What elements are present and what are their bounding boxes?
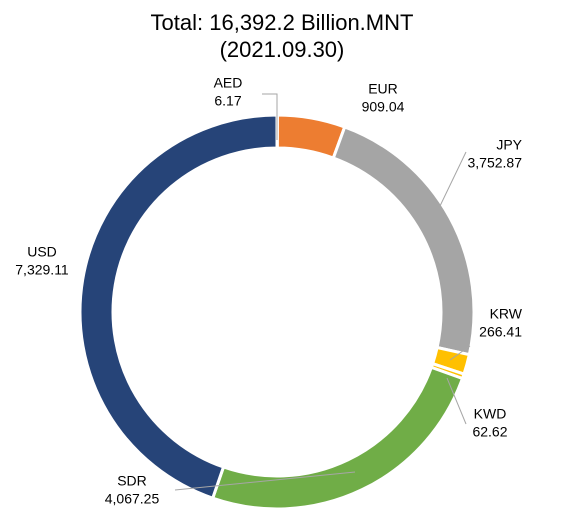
chart-title: Total: 16,392.2 Billion.MNT — [151, 10, 414, 35]
slice-value: 6.17 — [214, 93, 241, 109]
chart-subtitle: (2021.09.30) — [220, 37, 345, 62]
slice-value: 7,329.11 — [15, 262, 69, 278]
leader-line — [449, 345, 471, 361]
slice-label: KRW — [490, 306, 523, 322]
slice-label: AED — [214, 75, 243, 91]
slice-label: USD — [27, 244, 57, 260]
donut-slice — [210, 365, 465, 511]
slice-label: KWD — [474, 406, 507, 422]
slice-value: 266.41 — [479, 324, 522, 340]
slice-label: SDR — [117, 473, 147, 489]
donut-slice — [331, 125, 476, 357]
leader-line — [439, 151, 467, 207]
leader-line — [174, 471, 356, 491]
donut-slice — [78, 113, 279, 501]
slice-value: 3,752.87 — [468, 155, 523, 171]
slice-label: EUR — [368, 81, 398, 97]
slice-value: 62.62 — [472, 424, 507, 440]
slice-value: 4,067.25 — [105, 491, 160, 507]
leader-line — [262, 93, 278, 140]
slice-label: JPY — [496, 137, 522, 153]
slice-value: 909.04 — [362, 99, 405, 115]
leader-line — [446, 377, 467, 425]
